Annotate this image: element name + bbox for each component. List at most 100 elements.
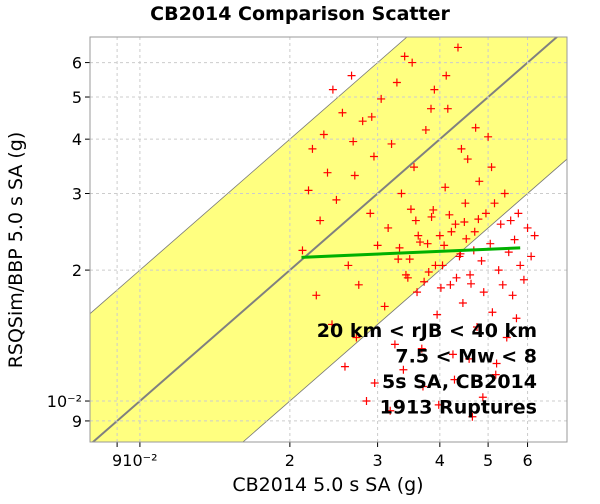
point xyxy=(468,412,477,421)
point xyxy=(496,220,505,229)
point xyxy=(453,43,462,52)
point xyxy=(452,273,461,282)
point xyxy=(312,291,321,300)
point xyxy=(475,177,484,186)
point xyxy=(354,280,363,289)
y-tick-label: 4 xyxy=(72,130,82,149)
point xyxy=(492,359,501,368)
point xyxy=(408,58,417,67)
point xyxy=(438,261,447,270)
plot-frame xyxy=(89,36,568,443)
point xyxy=(500,189,509,198)
point xyxy=(433,310,442,319)
point xyxy=(405,255,414,264)
point xyxy=(387,139,396,148)
point xyxy=(460,217,469,226)
point xyxy=(514,209,523,218)
point xyxy=(392,78,401,87)
x-tick-label: 3 xyxy=(372,451,382,470)
point xyxy=(458,299,467,308)
point xyxy=(308,144,317,153)
y-tick-label: 3 xyxy=(72,185,82,204)
point xyxy=(479,288,488,297)
point xyxy=(498,280,507,289)
point xyxy=(367,112,376,121)
x-tick-label: 2 xyxy=(285,451,295,470)
point xyxy=(338,108,347,117)
fit-line xyxy=(301,246,521,259)
point xyxy=(401,270,410,279)
point xyxy=(395,243,404,252)
point xyxy=(527,252,536,261)
point xyxy=(397,189,406,198)
chart-title: CB2014 Comparison Scatter xyxy=(150,3,450,25)
x-tick-label: 4 xyxy=(435,451,445,470)
point xyxy=(298,246,307,255)
point xyxy=(369,152,378,161)
point xyxy=(502,333,511,342)
point xyxy=(455,252,464,261)
point xyxy=(447,227,456,236)
y-tick-label: 5 xyxy=(72,88,82,107)
point xyxy=(416,238,425,247)
x-tick-label: 6 xyxy=(522,451,532,470)
point xyxy=(421,125,430,134)
point xyxy=(442,71,451,80)
annotation: 1913 Ruptures xyxy=(380,397,537,419)
point xyxy=(436,283,445,292)
y-tick-label: 6 xyxy=(72,54,82,73)
point xyxy=(443,104,452,113)
y-tick-label: 10⁻² xyxy=(47,392,82,411)
point xyxy=(427,104,435,113)
annotations: 20 km < rJB < 40 km 7.5 < Mw < 8 5s SA, CB… xyxy=(317,320,537,419)
point xyxy=(350,171,359,180)
x-axis-label: CB2014 5.0 s SA (g) xyxy=(232,474,423,496)
point xyxy=(417,344,426,353)
point xyxy=(420,277,429,286)
point xyxy=(399,365,408,374)
point xyxy=(512,314,521,323)
annotation: 20 km < rJB < 40 km xyxy=(317,320,537,342)
annotation: 5s SA, CB2014 xyxy=(382,371,537,393)
point xyxy=(508,291,517,300)
point xyxy=(431,261,440,270)
point xyxy=(487,163,496,172)
point xyxy=(400,52,409,61)
point xyxy=(429,205,438,214)
point xyxy=(418,382,427,391)
point xyxy=(370,379,379,388)
point xyxy=(406,205,415,214)
grid-layer xyxy=(85,37,567,447)
point xyxy=(490,199,499,208)
point xyxy=(446,280,455,289)
point xyxy=(448,350,457,359)
point xyxy=(457,144,466,153)
point xyxy=(516,261,525,270)
point xyxy=(328,85,337,94)
point xyxy=(347,71,356,80)
point xyxy=(488,308,497,317)
point xyxy=(423,239,432,248)
x-tick-label: 10⁻² xyxy=(122,451,157,470)
point xyxy=(316,216,325,225)
point xyxy=(441,183,450,192)
point xyxy=(323,168,332,177)
point xyxy=(530,231,539,240)
point xyxy=(519,275,528,284)
point xyxy=(386,406,395,415)
point xyxy=(477,256,486,265)
y-tick-label: 9 xyxy=(72,412,82,431)
point xyxy=(491,370,500,379)
point xyxy=(463,155,472,164)
point xyxy=(473,322,482,331)
point xyxy=(358,117,367,126)
point xyxy=(510,235,519,244)
point xyxy=(352,333,361,342)
point xyxy=(462,234,471,243)
point xyxy=(373,241,382,250)
point xyxy=(344,261,353,270)
point xyxy=(319,130,328,139)
